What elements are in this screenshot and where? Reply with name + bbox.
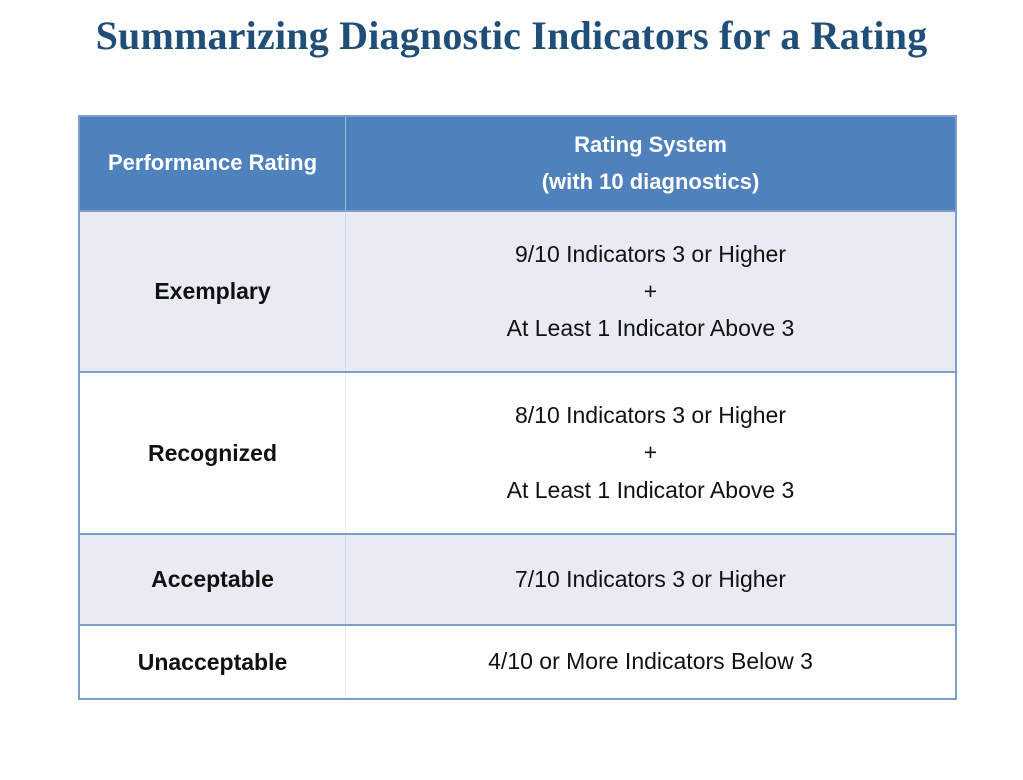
rating-criteria-cell: 4/10 or More Indicators Below 3 (346, 626, 955, 698)
rating-summary-table: Performance Rating Rating System (with 1… (78, 115, 957, 700)
table-row-exemplary: Exemplary 9/10 Indicators 3 or Higher + … (80, 212, 955, 373)
rating-label-cell: Exemplary (80, 212, 346, 371)
rating-label-cell: Acceptable (80, 535, 346, 624)
slide-title: Summarizing Diagnostic Indicators for a … (95, 13, 928, 58)
criteria-line: At Least 1 Indicator Above 3 (506, 315, 795, 342)
criteria-line: 9/10 Indicators 3 or Higher (514, 240, 787, 267)
criteria-line: 7/10 Indicators 3 or Higher (514, 565, 787, 592)
rating-system-header-cell: Rating System (with 10 diagnostics) (346, 117, 955, 210)
table-row-recognized: Recognized 8/10 Indicators 3 or Higher +… (80, 373, 955, 535)
criteria-line: 8/10 Indicators 3 or Higher (514, 402, 787, 429)
table-row-acceptable: Acceptable 7/10 Indicators 3 or Higher (80, 535, 955, 626)
performance-rating-header-cell: Performance Rating (80, 117, 346, 210)
rating-criteria-cell: 9/10 Indicators 3 or Higher + At Least 1… (346, 212, 955, 371)
rating-system-header-line2: (with 10 diagnostics) (541, 168, 760, 194)
criteria-line: At Least 1 Indicator Above 3 (506, 476, 795, 503)
rating-label-cell: Recognized (80, 373, 346, 533)
criteria-plus-sign: + (643, 277, 658, 304)
rating-system-header-line1: Rating System (574, 132, 727, 158)
table-header-row: Performance Rating Rating System (with 1… (80, 117, 955, 212)
rating-label-cell: Unacceptable (80, 626, 346, 698)
rating-criteria-cell: 7/10 Indicators 3 or Higher (346, 535, 955, 624)
table-row-unacceptable: Unacceptable 4/10 or More Indicators Bel… (80, 626, 955, 698)
rating-criteria-cell: 8/10 Indicators 3 or Higher + At Least 1… (346, 373, 955, 533)
criteria-plus-sign: + (643, 439, 658, 466)
criteria-line: 4/10 or More Indicators Below 3 (488, 648, 813, 675)
